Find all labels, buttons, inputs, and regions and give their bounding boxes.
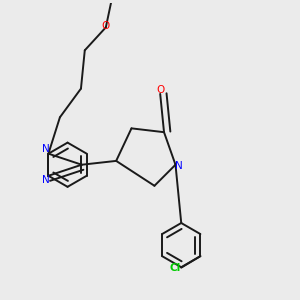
Text: O: O [156, 85, 164, 95]
Text: Cl: Cl [170, 262, 181, 273]
Text: O: O [102, 21, 110, 31]
Text: N: N [42, 144, 49, 154]
Text: N: N [175, 161, 182, 171]
Text: N: N [42, 175, 49, 185]
